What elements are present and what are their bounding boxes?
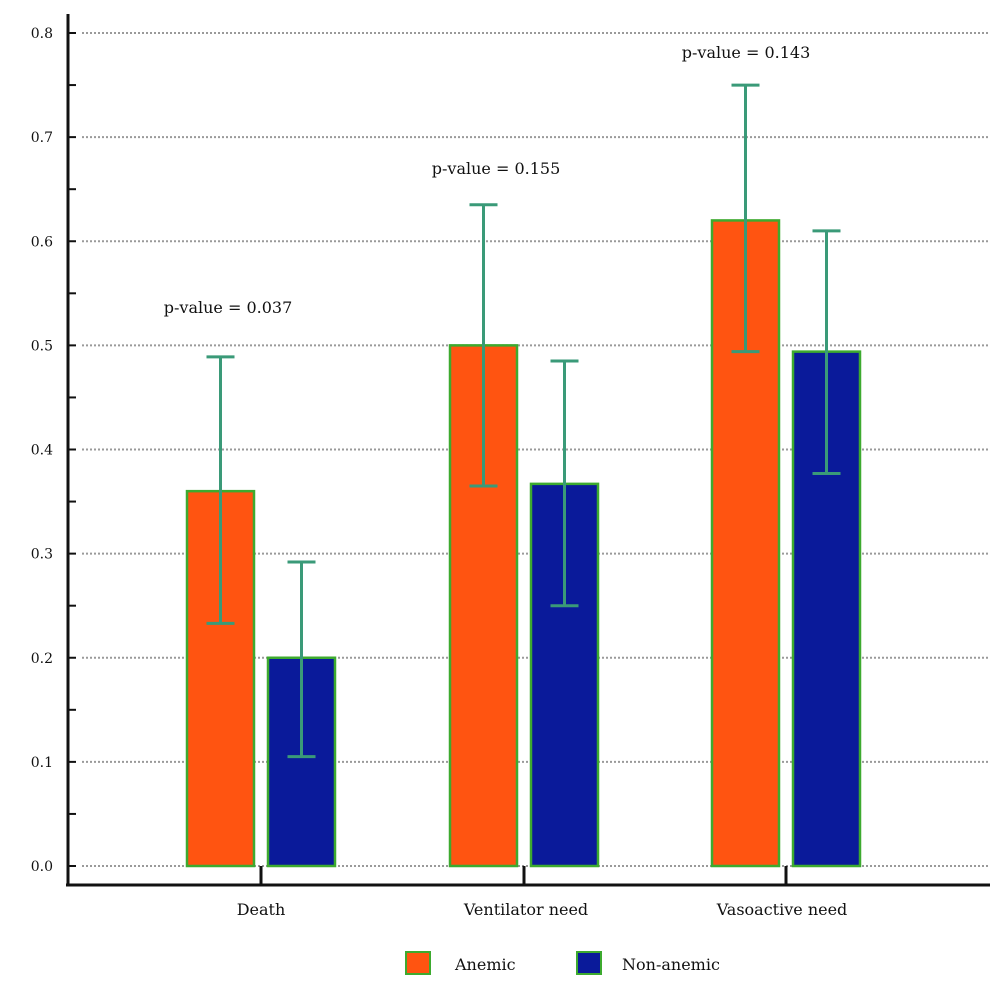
y-tick-label: 0.0 <box>31 859 53 875</box>
p-value-annotation-death: p-value = 0.037 <box>164 298 293 317</box>
p-value-annotation-ventilator-need: p-value = 0.155 <box>432 159 561 178</box>
y-tick-label: 0.6 <box>31 234 53 250</box>
y-tick-label: 0.8 <box>31 26 53 42</box>
bars <box>185 219 862 868</box>
y-tick-label: 0.5 <box>31 338 53 354</box>
p-value-annotation-vasoactive-need: p-value = 0.143 <box>682 43 811 62</box>
legend-swatch-non-anemic <box>576 951 602 975</box>
x-tick-label-ventilator-need: Ventilator need <box>463 900 588 919</box>
legend: Anemic Non-anemic <box>405 951 720 975</box>
x-tick-label-death: Death <box>237 900 286 919</box>
y-tick-label: 0.1 <box>31 755 53 771</box>
y-tick-label: 0.3 <box>31 547 53 563</box>
error-bars <box>206 83 841 759</box>
legend-label-anemic: Anemic <box>454 955 516 974</box>
x-tick-label-vasoactive-need: Vasoactive need <box>716 900 848 919</box>
y-tick-label: 0.2 <box>31 651 53 667</box>
y-tick-label: 0.4 <box>31 443 53 459</box>
x-axis-ticks <box>259 866 788 885</box>
y-tick-label: 0.7 <box>31 130 53 146</box>
legend-label-non-anemic: Non-anemic <box>622 955 720 974</box>
legend-swatch-anemic <box>405 951 431 975</box>
